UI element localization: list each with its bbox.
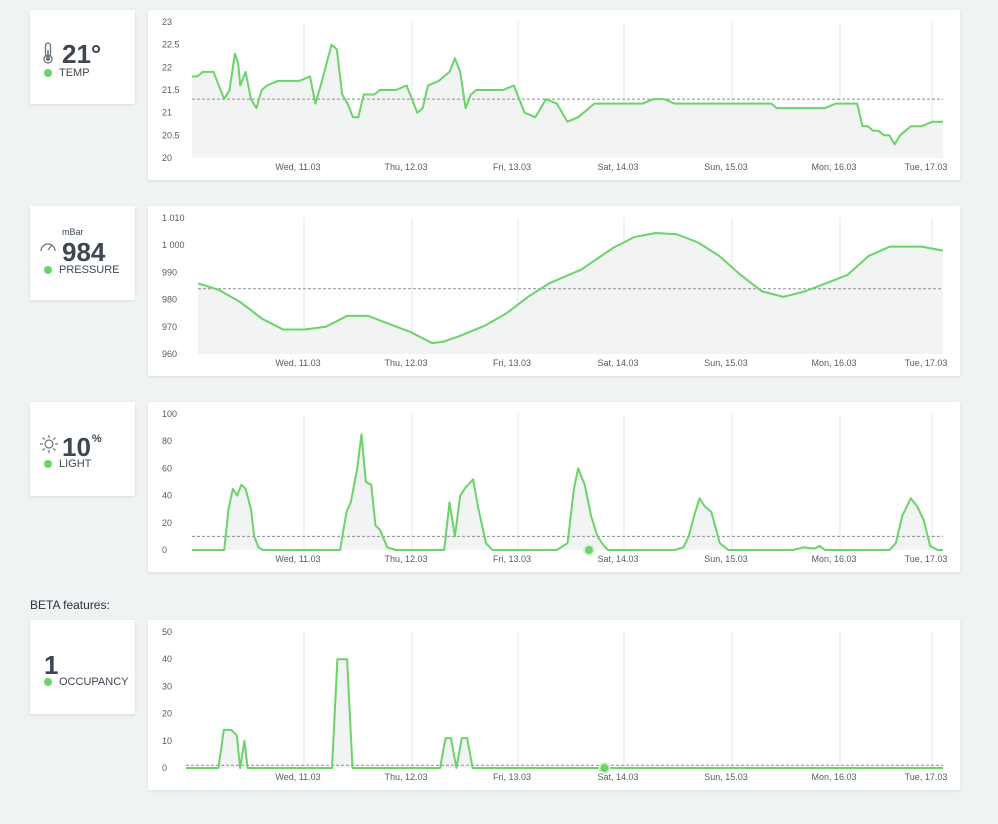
x-tick-label: Thu, 12.03 bbox=[384, 772, 427, 782]
light-value-number: 10 bbox=[62, 432, 91, 462]
y-tick-label: 100 bbox=[162, 409, 177, 419]
y-tick-label: 970 bbox=[162, 322, 177, 332]
y-tick-label: 1 010 bbox=[162, 213, 185, 223]
x-tick-label: Tue, 17.03 bbox=[905, 162, 948, 172]
y-tick-label: 990 bbox=[162, 267, 177, 277]
gauge-icon bbox=[39, 239, 57, 258]
x-tick-label: Wed, 11.03 bbox=[275, 772, 320, 782]
light-label: LIGHT bbox=[44, 458, 91, 470]
series-area bbox=[192, 44, 943, 159]
pressure-chart-card: 1 010 1 000 990 980 970 960 Wed, 11.03 Thu, 12.… bbox=[148, 206, 960, 376]
y-tick-label: 960 bbox=[162, 349, 177, 359]
y-tick-label: 0 bbox=[162, 545, 167, 555]
x-tick-label: Sun, 15.03 bbox=[704, 772, 748, 782]
series-area bbox=[192, 434, 943, 550]
y-tick-label: 1 000 bbox=[162, 240, 185, 250]
pressure-chart[interactable]: 1 010 1 000 990 980 970 960 Wed, 11.03 Thu, 12.… bbox=[148, 206, 960, 376]
y-tick-label: 20 bbox=[162, 518, 172, 528]
x-tick-label: Sat, 14.03 bbox=[597, 554, 638, 564]
temp-chart[interactable]: 23 22.5 22 21.5 21 20.5 20 Wed, 11.03 Thu, 12.03… bbox=[148, 10, 960, 180]
occupancy-chart-card: 50 40 30 20 10 0 Wed, 11.03 Thu, 12.03 Fri, 13.0… bbox=[148, 620, 960, 790]
x-tick-label: Sun, 15.03 bbox=[704, 358, 748, 368]
pressure-stat-card[interactable]: mBar 984 PRESSURE bbox=[30, 206, 135, 300]
y-tick-label: 23 bbox=[162, 17, 172, 27]
temp-label-text: TEMP bbox=[59, 67, 90, 79]
temp-value: 21° bbox=[62, 39, 102, 69]
temp-label: TEMP bbox=[44, 67, 90, 79]
sun-icon bbox=[39, 434, 59, 459]
pressure-label-text: PRESSURE bbox=[59, 264, 120, 276]
series-area bbox=[198, 233, 943, 354]
status-dot bbox=[44, 69, 52, 77]
x-tick-label: Fri, 13.03 bbox=[493, 554, 531, 564]
pressure-value: 984 bbox=[62, 237, 106, 267]
x-tick-label: Wed, 11.03 bbox=[275, 554, 320, 564]
x-tick-label: Tue, 17.03 bbox=[905, 554, 948, 564]
x-tick-label: Thu, 12.03 bbox=[384, 162, 427, 172]
y-tick-label: 21.5 bbox=[162, 85, 180, 95]
x-tick-label: Sun, 15.03 bbox=[704, 554, 748, 564]
y-tick-label: 20.5 bbox=[162, 130, 180, 140]
status-dot bbox=[44, 266, 52, 274]
series-line bbox=[192, 43, 943, 146]
series-line bbox=[197, 232, 944, 345]
y-tick-label: 80 bbox=[162, 436, 172, 446]
y-tick-label: 0 bbox=[162, 763, 167, 773]
light-chart-card: 100 80 60 40 20 0 Wed, 11.03 Thu, 12.03 Fri, 13.… bbox=[148, 402, 960, 572]
x-tick-label: Thu, 12.03 bbox=[384, 358, 427, 368]
temp-chart-card: 23 22.5 22 21.5 21 20.5 20 Wed, 11.03 Thu, 12.03… bbox=[148, 10, 960, 180]
light-value-unit: % bbox=[91, 433, 102, 445]
x-tick-label: Fri, 13.03 bbox=[493, 162, 531, 172]
y-tick-label: 40 bbox=[162, 654, 172, 664]
occupancy-chart[interactable]: 50 40 30 20 10 0 Wed, 11.03 Thu, 12.03 Fri, 13.0… bbox=[148, 620, 960, 790]
beta-features-label: BETA features: bbox=[30, 598, 110, 612]
series-area bbox=[186, 659, 943, 768]
x-tick-label: Sat, 14.03 bbox=[597, 772, 638, 782]
x-tick-label: Mon, 16.03 bbox=[811, 358, 856, 368]
x-tick-label: Sun, 15.03 bbox=[704, 162, 748, 172]
current-time-marker bbox=[582, 544, 595, 556]
x-tick-label: Wed, 11.03 bbox=[275, 358, 320, 368]
light-chart[interactable]: 100 80 60 40 20 0 Wed, 11.03 Thu, 12.03 Fri, 13.… bbox=[148, 402, 960, 572]
series-line bbox=[186, 658, 943, 769]
pressure-label: PRESSURE bbox=[44, 264, 120, 276]
y-tick-label: 22.5 bbox=[162, 40, 180, 50]
occupancy-value: 1 bbox=[44, 650, 59, 680]
x-tick-label: Tue, 17.03 bbox=[905, 358, 948, 368]
light-value: 10% bbox=[62, 432, 102, 462]
x-tick-label: Thu, 12.03 bbox=[384, 554, 427, 564]
light-stat-card[interactable]: 10% LIGHT bbox=[30, 402, 135, 496]
status-dot bbox=[44, 678, 52, 686]
x-tick-label: Mon, 16.03 bbox=[811, 162, 856, 172]
occupancy-label: OCCUPANCY bbox=[44, 676, 128, 688]
thermometer-icon bbox=[42, 42, 54, 69]
y-tick-label: 20 bbox=[162, 153, 172, 163]
x-tick-label: Sat, 14.03 bbox=[597, 162, 638, 172]
y-tick-label: 20 bbox=[162, 709, 172, 719]
y-tick-label: 21 bbox=[162, 108, 172, 118]
occupancy-label-text: OCCUPANCY bbox=[59, 676, 129, 688]
y-tick-label: 60 bbox=[162, 463, 172, 473]
x-tick-label: Mon, 16.03 bbox=[811, 772, 856, 782]
y-tick-label: 30 bbox=[162, 681, 172, 691]
x-tick-label: Sat, 14.03 bbox=[597, 358, 638, 368]
light-label-text: LIGHT bbox=[59, 458, 92, 470]
y-tick-label: 980 bbox=[162, 295, 177, 305]
pressure-unit: mBar bbox=[62, 227, 84, 237]
series-line bbox=[192, 433, 943, 551]
status-dot bbox=[44, 460, 52, 468]
temp-stat-card[interactable]: 21° TEMP bbox=[30, 10, 135, 104]
y-tick-label: 50 bbox=[162, 627, 172, 637]
y-tick-label: 40 bbox=[162, 491, 172, 501]
x-tick-label: Wed, 11.03 bbox=[275, 162, 320, 172]
y-tick-label: 22 bbox=[162, 62, 172, 72]
x-tick-label: Fri, 13.03 bbox=[493, 358, 531, 368]
x-tick-label: Tue, 17.03 bbox=[905, 772, 948, 782]
current-time-marker bbox=[598, 762, 611, 774]
x-tick-label: Fri, 13.03 bbox=[493, 772, 531, 782]
occupancy-stat-card[interactable]: 1 OCCUPANCY bbox=[30, 620, 135, 714]
x-tick-label: Mon, 16.03 bbox=[811, 554, 856, 564]
y-tick-label: 10 bbox=[162, 736, 172, 746]
